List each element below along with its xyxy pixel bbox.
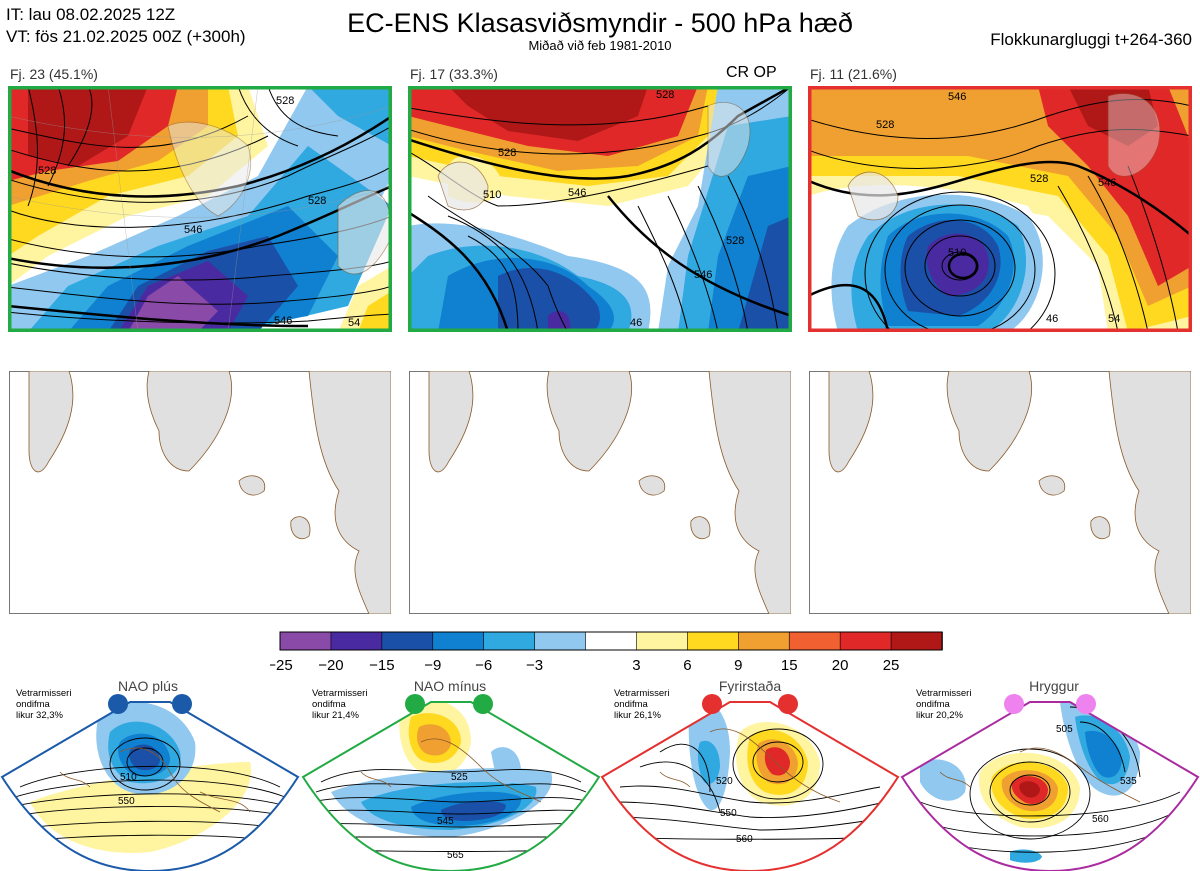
contour-label: 528 xyxy=(38,165,56,177)
cluster-1-border xyxy=(8,86,392,332)
colorbar-swatch xyxy=(483,631,536,651)
contour-label: 545 xyxy=(437,816,454,827)
colorbar-swatch xyxy=(839,631,892,651)
colorbar-tick-label: −20 xyxy=(318,657,343,674)
colorbar-tick-label: −3 xyxy=(526,657,543,674)
contour-label: 528 xyxy=(276,95,294,107)
cluster-1-label: Fj. 23 (45.1%) xyxy=(10,66,98,82)
contour-label: 528 xyxy=(498,147,516,159)
regime-4-note: Vetrarmisseri ondifma likur 20,2% xyxy=(916,688,972,721)
colorbar-tick-label: −6 xyxy=(475,657,492,674)
cluster-map-3: 546 528 528 546 510 46 54 xyxy=(808,86,1192,332)
contour-label: 535 xyxy=(1120,776,1137,787)
regime-1-title: NAO plús xyxy=(118,678,178,694)
regime-4-title: Hryggur xyxy=(1029,678,1079,694)
contour-label: 528 xyxy=(726,235,744,247)
colorbar-tick-label: 6 xyxy=(683,657,691,674)
regime-2-title: NAO mínus xyxy=(413,678,487,694)
cluster-2-label: Fj. 17 (33.3%) xyxy=(410,66,498,82)
colorbar-swatch xyxy=(788,631,841,651)
regime-map-nao-minus: 525 545 565 xyxy=(301,694,601,871)
contour-label: 520 xyxy=(716,776,733,787)
colorbar-swatch xyxy=(279,631,332,651)
contour-label: 546 xyxy=(184,224,202,236)
colorbar-swatch xyxy=(585,631,638,651)
contour-label: 54 xyxy=(1108,313,1120,325)
regime-map-blocking: 520 550 560 xyxy=(600,694,900,871)
empty-map-2 xyxy=(409,371,791,614)
contour-label: 46 xyxy=(630,317,642,329)
contour-label: 505 xyxy=(1056,724,1073,735)
empty-map-1 xyxy=(9,371,391,614)
contour-label: 528 xyxy=(656,89,674,101)
cluster-3-border xyxy=(808,86,1192,332)
regime-4-dot xyxy=(1076,694,1096,714)
colorbar-swatch xyxy=(636,631,689,651)
regime-3-dot xyxy=(702,694,722,714)
regime-1-note: Vetrarmisseri ondifma likur 32,3% xyxy=(16,688,72,721)
contour-label: 528 xyxy=(876,119,894,131)
contour-label: 550 xyxy=(118,796,135,807)
cluster-2-border xyxy=(408,86,792,332)
colorbar: −25 −20 −15 −9 −6 −3 3 6 9 15 20 25 xyxy=(270,631,943,674)
contour-label: 546 xyxy=(948,91,966,103)
cluster-map-2: 528 546 510 528 546 528 46 xyxy=(408,86,792,332)
colorbar-tick-label: 25 xyxy=(883,657,900,674)
colorbar-swatch xyxy=(534,631,587,651)
contour-label: 550 xyxy=(720,808,737,819)
colorbar-tick-label: 3 xyxy=(632,657,640,674)
init-time: IT: lau 08.02.2025 12Z xyxy=(6,5,176,24)
contour-label: 528 xyxy=(1030,173,1048,185)
regime-map-nao-plus: 510 550 xyxy=(0,694,300,871)
contour-label: 546 xyxy=(694,269,712,281)
regime-4-dot xyxy=(1004,694,1024,714)
contour-label: 546 xyxy=(1098,177,1116,189)
colorbar-swatch xyxy=(890,631,943,651)
classification-window: Flokkunargluggi t+264-360 xyxy=(990,30,1192,49)
contour-label: 525 xyxy=(451,772,468,783)
colorbar-tick-label: 20 xyxy=(832,657,849,674)
colorbar-swatch xyxy=(330,631,383,651)
regime-3-dot xyxy=(778,694,798,714)
colorbar-tick-label: 15 xyxy=(781,657,798,674)
contour-label: 46 xyxy=(1046,313,1058,325)
colorbar-tick-label: −25 xyxy=(270,657,293,674)
regime-2-dot xyxy=(405,694,425,714)
contour-label: 510 xyxy=(483,189,501,201)
colorbar-swatch xyxy=(381,631,434,651)
colorbar-swatch xyxy=(738,631,791,651)
regime-3-title: Fyrirstaða xyxy=(718,678,782,694)
header-left: IT: lau 08.02.2025 12Z VT: fös 21.02.202… xyxy=(6,4,246,48)
contour-label: 510 xyxy=(120,772,137,783)
colorbar-tick-label: −15 xyxy=(369,657,394,674)
contour-label: 565 xyxy=(447,850,464,861)
contour-label: 54 xyxy=(348,317,360,329)
contour-label: 546 xyxy=(274,315,292,327)
colorbar-swatch xyxy=(687,631,740,651)
cluster-3-label: Fj. 11 (21.6%) xyxy=(810,66,897,82)
contour-label: 560 xyxy=(1092,814,1109,825)
contour-label: 510 xyxy=(948,247,966,259)
cluster-2-tag: CR OP xyxy=(726,64,777,81)
regime-1-dot xyxy=(108,694,128,714)
contour-label: 560 xyxy=(736,834,753,845)
colorbar-swatch xyxy=(432,631,485,651)
regime-2-note: Vetrarmisseri ondifma likur 21,4% xyxy=(312,688,368,721)
regime-1-dot xyxy=(172,694,192,714)
contour-label: 528 xyxy=(308,195,326,207)
page-title: EC-ENS Klasasviðsmyndir - 500 hPa hæð xyxy=(347,8,853,38)
regime-map-ridge: 505 535 560 xyxy=(900,694,1200,871)
cluster-map-1: 528 528 528 546 546 54 xyxy=(8,86,392,332)
regime-3-note: Vetrarmisseri ondifma likur 26,1% xyxy=(614,688,670,721)
colorbar-tick-label: 9 xyxy=(734,657,742,674)
valid-time: VT: fös 21.02.2025 00Z (+300h) xyxy=(6,27,246,46)
colorbar-tick-label: −9 xyxy=(424,657,441,674)
page-subtitle: Miðað við feb 1981-2010 xyxy=(528,38,672,53)
regime-2-dot xyxy=(473,694,493,714)
contour-label: 546 xyxy=(568,187,586,199)
empty-map-3 xyxy=(809,371,1191,614)
